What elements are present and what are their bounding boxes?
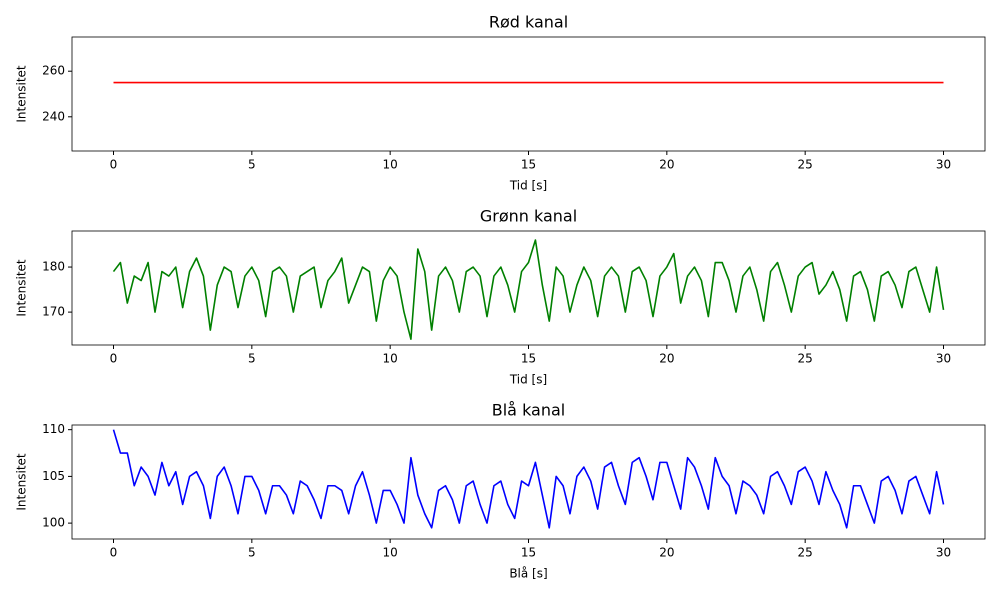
x-tick-label: 5 xyxy=(248,546,256,560)
y-tick-label: 260 xyxy=(42,64,65,78)
chart-title: Rød kanal xyxy=(489,13,568,32)
x-tick-label: 30 xyxy=(936,158,951,172)
y-axis-label: Intensitet xyxy=(15,453,29,511)
line-series xyxy=(112,239,945,340)
x-tick-label: 10 xyxy=(383,352,398,366)
x-tick-label: 20 xyxy=(659,352,674,366)
y-tick-label: 100 xyxy=(42,516,65,530)
y-axis-label: Intensitet xyxy=(15,65,29,123)
y-tick-label: 180 xyxy=(42,260,65,274)
x-tick-label: 0 xyxy=(110,546,118,560)
x-tick-label: 30 xyxy=(936,352,951,366)
x-tick-label: 10 xyxy=(383,158,398,172)
x-tick-label: 25 xyxy=(798,352,813,366)
x-tick-label: 0 xyxy=(110,352,118,366)
x-axis-label: Tid [s] xyxy=(509,179,547,193)
y-axis-label: Intensitet xyxy=(15,259,29,317)
y-tick-label: 240 xyxy=(42,109,65,123)
x-tick-label: 0 xyxy=(110,158,118,172)
x-axis-label: Tid [s] xyxy=(509,373,547,387)
x-axis-label: Blå [s] xyxy=(509,567,547,581)
y-tick-label: 105 xyxy=(42,469,65,483)
x-tick-label: 10 xyxy=(383,546,398,560)
y-tick-label: 110 xyxy=(42,422,65,436)
x-tick-label: 5 xyxy=(248,352,256,366)
x-tick-label: 20 xyxy=(659,546,674,560)
x-tick-label: 25 xyxy=(798,158,813,172)
x-tick-label: 15 xyxy=(521,546,536,560)
axes-frame xyxy=(71,36,986,152)
x-tick-label: 15 xyxy=(521,352,536,366)
x-tick-label: 15 xyxy=(521,158,536,172)
axes-frame xyxy=(71,230,986,346)
chart-title: Blå kanal xyxy=(492,401,566,420)
x-tick-label: 25 xyxy=(798,546,813,560)
line-series xyxy=(112,429,945,529)
chart-title: Grønn kanal xyxy=(480,207,577,226)
axes-frame xyxy=(71,424,986,540)
x-tick-label: 20 xyxy=(659,158,674,172)
x-tick-label: 30 xyxy=(936,546,951,560)
y-tick-label: 170 xyxy=(42,305,65,319)
x-tick-label: 5 xyxy=(248,158,256,172)
